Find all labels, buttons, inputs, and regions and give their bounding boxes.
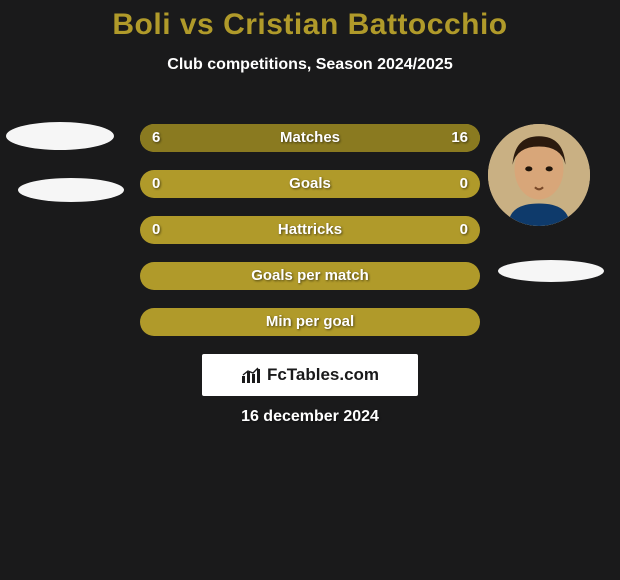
compare-bar-row: Goals per match	[140, 262, 480, 290]
compare-bar-row: 00Goals	[140, 170, 480, 198]
compare-bars: 616Matches 00Goals 00Hattricks Goals per ma…	[140, 124, 480, 354]
footer-date: 16 december 2024	[0, 408, 620, 426]
bar-label: Goals per match	[140, 262, 480, 290]
page-title: Boli vs Cristian Battocchio	[0, 0, 620, 42]
player-right-avatar	[488, 124, 590, 226]
player-left-shadow-ellipse	[18, 178, 124, 202]
player-right-shadow-ellipse	[498, 260, 604, 282]
compare-bar-row: Min per goal	[140, 308, 480, 336]
bar-label: Min per goal	[140, 308, 480, 336]
bar-chart-icon	[241, 366, 263, 384]
bar-label: Goals	[140, 170, 480, 198]
bar-label: Matches	[140, 124, 480, 152]
branding-text: FcTables.com	[267, 365, 379, 385]
page-subtitle: Club competitions, Season 2024/2025	[0, 56, 620, 74]
bar-label: Hattricks	[140, 216, 480, 244]
compare-bar-row: 00Hattricks	[140, 216, 480, 244]
player-left-avatar-placeholder	[6, 122, 114, 150]
branding-badge: FcTables.com	[202, 354, 418, 396]
compare-bar-row: 616Matches	[140, 124, 480, 152]
face-icon	[488, 124, 590, 226]
